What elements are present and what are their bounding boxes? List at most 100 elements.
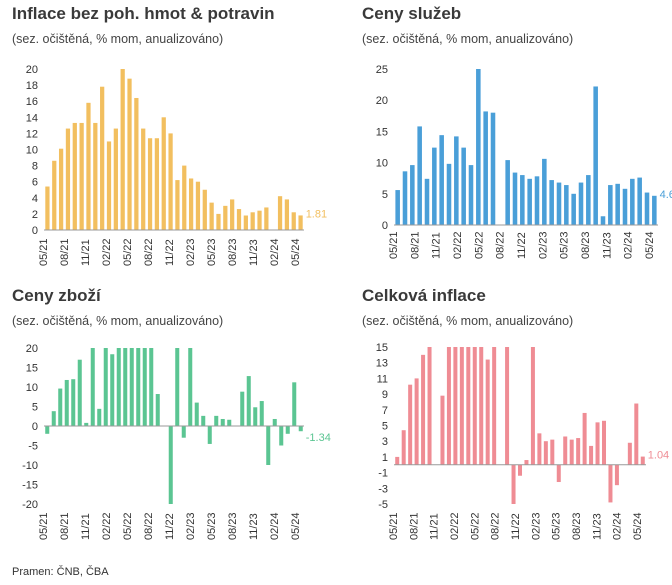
bar	[188, 178, 194, 230]
bar	[634, 403, 639, 465]
bar	[250, 212, 255, 230]
bar	[79, 122, 84, 230]
bar	[134, 97, 139, 230]
bar	[277, 196, 283, 230]
chart-subtitle: (sez. očištěná, % mom, anualizováno)	[362, 314, 574, 328]
x-tick-label: 11/22	[164, 513, 176, 540]
y-tick-label: -3	[378, 483, 388, 495]
chart-panel-total-inflation: Celková inflace (sez. očištěná, % mom, a…	[350, 282, 672, 562]
x-tick-label: 05/22	[122, 512, 134, 540]
bar	[259, 401, 264, 426]
bar	[175, 348, 180, 426]
bar	[537, 433, 542, 465]
bar	[483, 111, 488, 225]
bar	[424, 178, 430, 225]
bar	[45, 426, 50, 434]
bar	[421, 354, 426, 465]
bar	[52, 160, 57, 230]
bar	[201, 415, 206, 426]
bar	[175, 180, 180, 230]
bar	[542, 158, 547, 225]
bar	[454, 136, 459, 225]
bar	[417, 126, 422, 225]
last-value-label: 4.68	[660, 189, 672, 201]
bar	[615, 183, 620, 225]
chart-svg: 0 5 10 15 20 25 05/21 08/21 11/21 02/22 05/22 08/22…	[376, 64, 672, 259]
chart-title: Ceny zboží	[12, 286, 101, 305]
bar	[512, 172, 518, 225]
x-tick-label: 02/23	[537, 231, 549, 259]
x-tick-label: 08/22	[143, 512, 155, 540]
y-tick-label: -15	[22, 480, 38, 492]
bar	[517, 464, 523, 476]
bar	[220, 418, 225, 426]
bar	[586, 175, 591, 225]
y-tick-label: 1	[382, 452, 388, 464]
bar	[571, 193, 576, 225]
bar	[622, 188, 628, 225]
y-tick-label: 10	[376, 158, 388, 170]
bar	[479, 347, 484, 465]
bar	[279, 426, 284, 446]
bar	[644, 192, 650, 225]
x-tick-label: 11/21	[429, 513, 441, 540]
bar	[595, 422, 600, 465]
y-tick-label: 16	[26, 96, 38, 108]
chart-panel-goods-prices: Ceny zboží (sez. očištěná, % mom, anuali…	[0, 282, 336, 562]
bar	[155, 394, 160, 426]
bar	[188, 348, 193, 426]
bar	[608, 185, 613, 225]
y-tick-label: 9	[382, 389, 388, 401]
y-tick-label: -1	[378, 468, 388, 480]
y-tick-label: 0	[32, 421, 38, 433]
y-tick-label: 8	[32, 161, 38, 173]
x-tick-label: 05/24	[290, 238, 302, 266]
bar	[614, 464, 619, 486]
y-tick-label: 13	[376, 358, 388, 370]
x-tick-label: 08/22	[143, 238, 155, 266]
x-tick-label: 11/23	[601, 232, 613, 259]
bar	[550, 439, 555, 465]
bar	[129, 348, 134, 426]
x-tick-label: 08/23	[580, 231, 592, 259]
x-tick-label: 02/22	[101, 238, 113, 266]
x-tick-label: 05/22	[473, 231, 485, 259]
bar	[51, 411, 56, 426]
x-tick-label: 05/23	[206, 512, 218, 540]
x-tick-label: 11/22	[164, 239, 176, 266]
bar	[202, 189, 207, 230]
bar	[461, 147, 466, 225]
bar	[284, 199, 290, 230]
y-tick-label: 5	[382, 421, 388, 433]
x-tick-label: 05/23	[559, 231, 571, 259]
bar	[168, 426, 173, 504]
bar	[84, 422, 89, 426]
last-value-label: 1.04	[648, 450, 669, 462]
bar	[72, 122, 77, 230]
bar	[527, 178, 532, 225]
bar	[468, 165, 474, 225]
x-tick-label: 02/24	[269, 238, 281, 266]
bar	[427, 347, 432, 465]
bar	[58, 388, 63, 426]
y-tick-label: 10	[26, 145, 38, 157]
x-tick-label: 08/23	[227, 512, 239, 540]
bar	[71, 379, 76, 426]
bar	[161, 117, 166, 230]
bar	[608, 464, 613, 503]
bar	[65, 128, 71, 230]
bar	[476, 69, 481, 225]
x-tick-label: 05/24	[632, 512, 644, 540]
y-tick-label: 12	[26, 128, 38, 140]
bar	[106, 141, 112, 230]
bar	[549, 180, 554, 225]
x-tick-label: 05/21	[38, 512, 50, 540]
x-tick-label: 08/22	[490, 512, 502, 540]
y-tick-label: -20	[22, 499, 38, 511]
bar	[45, 186, 50, 230]
chart-subtitle: (sez. očištěná, % mom, anualizováno)	[12, 32, 224, 46]
bar	[64, 379, 69, 426]
bar	[466, 347, 471, 465]
bar	[414, 378, 419, 465]
